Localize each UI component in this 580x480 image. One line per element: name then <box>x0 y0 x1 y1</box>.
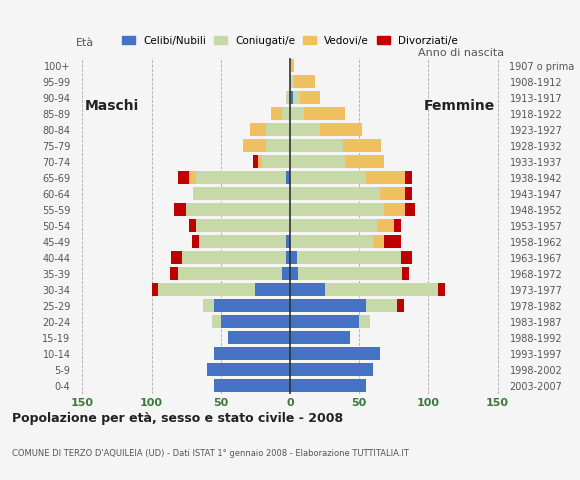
Bar <box>290 91 293 104</box>
Bar <box>282 108 290 120</box>
Bar <box>321 123 362 136</box>
Bar <box>290 315 359 328</box>
Bar <box>384 204 405 216</box>
Bar <box>394 219 401 232</box>
Bar <box>325 283 438 296</box>
Bar <box>212 315 221 328</box>
Bar <box>286 252 290 264</box>
Bar <box>250 123 266 136</box>
Bar <box>343 139 382 152</box>
Bar <box>262 156 290 168</box>
Bar <box>196 171 286 184</box>
Bar <box>243 139 266 152</box>
Bar <box>207 363 290 376</box>
Bar <box>290 60 294 72</box>
Bar <box>359 315 370 328</box>
Bar <box>290 139 343 152</box>
Bar <box>397 300 404 312</box>
Bar <box>214 379 290 392</box>
Bar <box>345 156 384 168</box>
Bar <box>290 252 297 264</box>
Bar <box>192 235 198 248</box>
Bar <box>300 91 321 104</box>
Bar <box>221 315 290 328</box>
Bar <box>405 204 415 216</box>
Text: Anno di nascita: Anno di nascita <box>419 48 505 58</box>
Legend: Celibi/Nubili, Coniugati/e, Vedovi/e, Divorziati/e: Celibi/Nubili, Coniugati/e, Vedovi/e, Di… <box>122 36 458 46</box>
Bar <box>304 108 345 120</box>
Bar <box>193 187 290 200</box>
Bar <box>290 108 304 120</box>
Bar <box>290 348 380 360</box>
Text: Età: Età <box>75 38 93 48</box>
Bar <box>228 331 290 344</box>
Bar <box>178 171 189 184</box>
Bar <box>366 171 405 184</box>
Bar <box>178 267 282 280</box>
Bar <box>297 252 401 264</box>
Bar <box>401 252 412 264</box>
Bar <box>173 204 186 216</box>
Bar <box>198 235 286 248</box>
Bar <box>214 300 290 312</box>
Bar <box>290 331 350 344</box>
Bar <box>255 283 290 296</box>
Bar <box>196 219 290 232</box>
Bar <box>298 267 402 280</box>
Bar <box>182 252 286 264</box>
Bar <box>189 219 196 232</box>
Text: Popolazione per età, sesso e stato civile - 2008: Popolazione per età, sesso e stato civil… <box>12 412 343 425</box>
Bar <box>293 91 300 104</box>
Bar <box>290 283 325 296</box>
Bar <box>258 156 262 168</box>
Bar <box>294 75 315 88</box>
Bar <box>290 204 384 216</box>
Bar <box>290 300 366 312</box>
Bar <box>266 123 290 136</box>
Bar <box>290 156 345 168</box>
Bar <box>286 235 290 248</box>
Bar <box>189 171 196 184</box>
Bar <box>405 187 412 200</box>
Bar <box>271 108 282 120</box>
Bar <box>438 283 445 296</box>
Bar <box>282 267 290 280</box>
Bar <box>290 219 377 232</box>
Bar <box>158 283 255 296</box>
Bar <box>286 91 290 104</box>
Bar <box>290 267 298 280</box>
Bar <box>203 300 214 312</box>
Text: COMUNE DI TERZO D'AQUILEIA (UD) - Dati ISTAT 1° gennaio 2008 - Elaborazione TUTT: COMUNE DI TERZO D'AQUILEIA (UD) - Dati I… <box>12 449 408 458</box>
Bar <box>151 283 158 296</box>
Bar <box>377 219 394 232</box>
Bar <box>402 267 409 280</box>
Bar <box>405 171 412 184</box>
Bar <box>290 379 366 392</box>
Bar <box>366 300 397 312</box>
Bar <box>214 348 290 360</box>
Bar <box>290 187 380 200</box>
Bar <box>290 363 373 376</box>
Bar <box>290 75 294 88</box>
Bar <box>384 235 401 248</box>
Text: Maschi: Maschi <box>85 98 139 113</box>
Bar <box>290 123 321 136</box>
Bar <box>253 156 258 168</box>
Bar <box>266 139 290 152</box>
Bar <box>186 204 290 216</box>
Text: Femmine: Femmine <box>423 98 495 113</box>
Bar <box>373 235 384 248</box>
Bar <box>290 171 366 184</box>
Bar <box>286 171 290 184</box>
Bar <box>290 235 373 248</box>
Bar <box>171 252 182 264</box>
Bar <box>380 187 405 200</box>
Bar <box>169 267 178 280</box>
